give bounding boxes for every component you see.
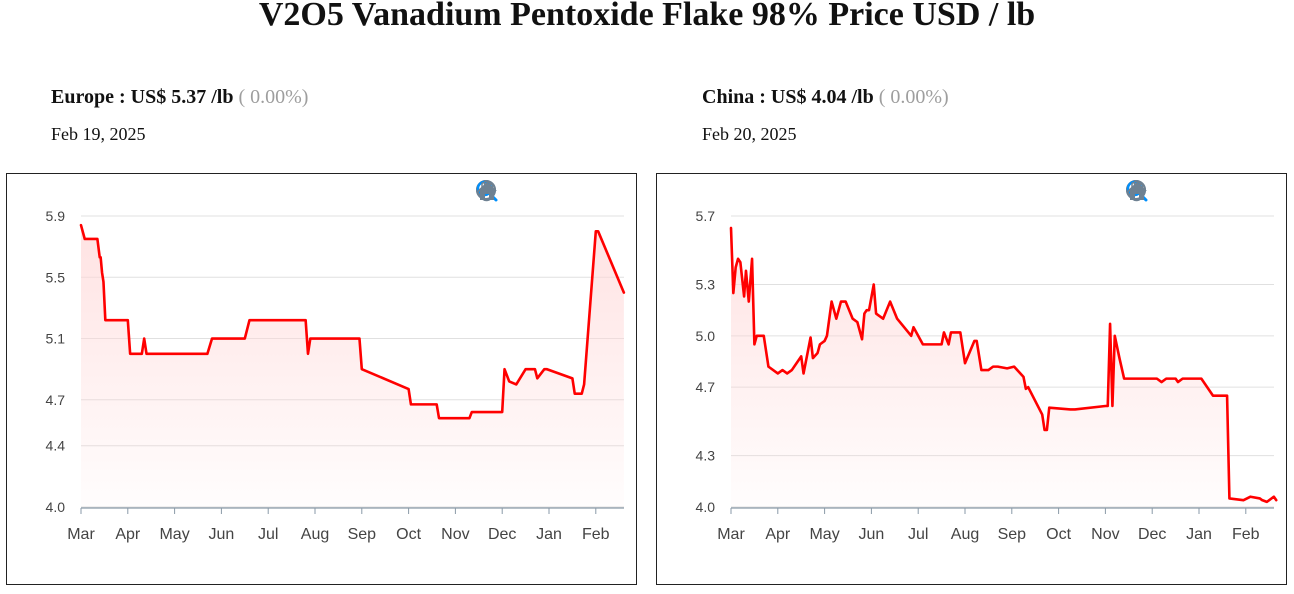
series-line [729, 226, 1278, 504]
x-tick-label: Nov [1091, 526, 1119, 543]
x-tick-label: Jan [536, 526, 562, 543]
x-tick-label: Aug [951, 526, 979, 543]
y-tick-label: 5.5 [46, 269, 66, 285]
x-tick-label: Oct [1046, 526, 1071, 543]
zoom-out-icon[interactable] [476, 179, 531, 204]
china-price-date: Feb 20, 2025 [702, 124, 797, 144]
china-price-label: China : US$ 4.04 /lb [702, 86, 874, 108]
x-tick-label: Nov [441, 526, 469, 543]
x-tick-label: Sep [348, 526, 377, 543]
x-tick-label: Jan [1186, 526, 1212, 543]
y-tick-label: 5.7 [696, 208, 716, 224]
y-tick-label: 4.7 [46, 392, 66, 408]
zoom-select-icon[interactable] [1126, 179, 1212, 204]
y-tick-label: 4.0 [46, 499, 66, 515]
x-tick-label: Sep [998, 526, 1027, 543]
x-tick-label: Oct [396, 526, 421, 543]
home-reset-icon[interactable] [477, 179, 624, 204]
home-reset-icon[interactable] [1127, 179, 1274, 204]
europe-chart-toolbar [475, 179, 624, 204]
y-tick-label: 5.1 [46, 331, 66, 347]
x-tick-label: Aug [301, 526, 329, 543]
x-tick-label: Mar [67, 526, 95, 543]
pan-hand-icon[interactable] [477, 179, 593, 204]
x-tick-label: May [809, 526, 839, 543]
y-tick-label: 5.3 [696, 276, 716, 292]
europe-price-label: Europe : US$ 5.37 /lb [51, 86, 234, 108]
china-chart-toolbar [1125, 179, 1274, 204]
europe-price-heading: Europe : US$ 5.37 /lb ( 0.00%) [51, 86, 308, 109]
x-tick-label: Dec [1138, 526, 1166, 543]
china-chart-panel: 4.0 4.3 4.7 5.0 5.3 5.7 Mar Apr May Jun Jul Aug Sep O… [656, 173, 1287, 585]
x-tick-label: Jun [209, 526, 235, 543]
page-title: V2O5 Vanadium Pentoxide Flake 98% Price … [258, 0, 1036, 33]
x-tick-label: Dec [488, 526, 516, 543]
pan-hand-icon[interactable] [1127, 179, 1243, 204]
y-tick-label: 4.4 [46, 438, 66, 454]
y-tick-label: 4.0 [696, 499, 716, 515]
x-tick-label: Jul [908, 526, 928, 543]
china-price-heading: China : US$ 4.04 /lb ( 0.00%) [702, 86, 949, 109]
europe-price-chart: 4.0 4.4 4.7 5.1 5.5 5.9 Mar Apr May Jun Jul Aug Sep O… [46, 208, 626, 543]
series-area-fill [81, 225, 624, 508]
y-tick-label: 4.3 [696, 448, 716, 464]
x-tick-label: Mar [717, 526, 745, 543]
europe-chart-panel: 4.0 4.4 4.7 5.1 5.5 5.9 Mar Apr May Jun Jul Aug Sep O… [6, 173, 637, 585]
x-tick-label: Jun [859, 526, 885, 543]
x-tick-label: Feb [1232, 526, 1260, 543]
series-area-fill [731, 227, 1277, 507]
x-tick-label: May [159, 526, 189, 543]
europe-price-change: ( 0.00%) [238, 86, 309, 108]
china-price-chart: 4.0 4.3 4.7 5.0 5.3 5.7 Mar Apr May Jun Jul Aug Sep O… [696, 208, 1278, 543]
y-tick-label: 5.9 [46, 208, 66, 224]
y-tick-label: 5.0 [696, 328, 716, 344]
china-price-change: ( 0.00%) [878, 86, 949, 108]
x-tick-label: Feb [582, 526, 610, 543]
europe-price-date: Feb 19, 2025 [51, 124, 146, 144]
x-tick-label: Apr [765, 526, 791, 543]
y-tick-label: 4.7 [696, 379, 716, 395]
x-tick-label: Apr [115, 526, 141, 543]
zoom-select-icon[interactable] [476, 179, 562, 204]
zoom-out-icon[interactable] [1126, 179, 1181, 204]
x-tick-label: Jul [258, 526, 278, 543]
